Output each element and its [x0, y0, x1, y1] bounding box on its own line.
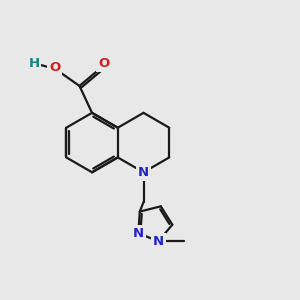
- Text: O: O: [98, 57, 110, 70]
- Text: O: O: [49, 61, 60, 74]
- Text: N: N: [138, 166, 149, 179]
- Text: N: N: [133, 227, 144, 240]
- Text: H: H: [28, 57, 40, 70]
- Text: N: N: [153, 235, 164, 248]
